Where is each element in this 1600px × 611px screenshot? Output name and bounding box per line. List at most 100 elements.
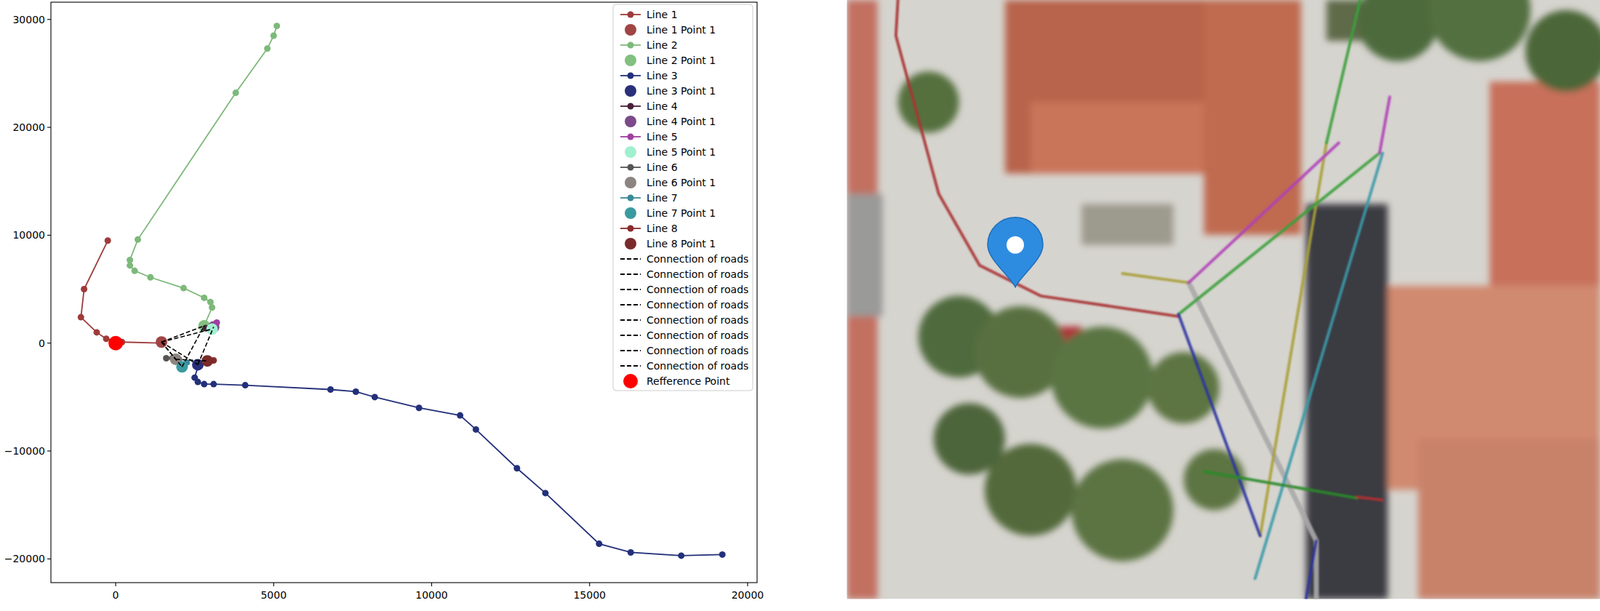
- legend-marker: [624, 115, 637, 128]
- series: [161, 328, 213, 342]
- x-tick-label: 20000: [731, 589, 765, 601]
- legend-handle: [620, 258, 641, 260]
- road-line: [194, 364, 723, 556]
- legend-marker: [624, 54, 637, 67]
- axes: 05000100001500020000−20000−1000001000020…: [4, 13, 765, 601]
- line-marker: [327, 386, 334, 393]
- map-block: [1030, 101, 1205, 174]
- legend-marker: [624, 207, 637, 219]
- line-marker: [270, 32, 278, 39]
- x-tick-label: 10000: [415, 589, 448, 601]
- line-marker: [180, 285, 187, 292]
- line-marker: [126, 261, 134, 269]
- x-tick-label: 0: [112, 589, 120, 601]
- connection-line: [161, 341, 176, 360]
- legend-marker: [623, 373, 638, 389]
- legend-handle: [620, 304, 641, 306]
- line-marker: [104, 237, 112, 244]
- legend-label: Line 5 Point 1: [646, 146, 716, 158]
- line-marker: [595, 540, 603, 547]
- legend-label: Line 7: [646, 192, 678, 204]
- line-marker: [194, 378, 202, 386]
- legend: Line 1Line 1 Point 1Line 2Line 2 Point 1…: [613, 4, 753, 391]
- legend-label: Line 8: [646, 222, 678, 235]
- y-tick: [47, 18, 51, 20]
- line-marker: [627, 549, 635, 556]
- line-marker: [242, 381, 249, 389]
- legend-handle: [620, 365, 641, 367]
- x-tick-label: 15000: [573, 589, 606, 601]
- connection-line: [161, 328, 213, 342]
- line-marker: [208, 304, 216, 311]
- legend-label: Line 4 Point 1: [646, 115, 716, 128]
- legend-label: Connection of roads: [646, 268, 749, 280]
- map-block: [1081, 204, 1174, 246]
- map-tree: [1525, 10, 1600, 92]
- series: [206, 322, 219, 335]
- series: [108, 336, 123, 351]
- x-tick: [115, 582, 117, 587]
- line-marker: [541, 489, 549, 496]
- legend-label: Line 1: [646, 8, 678, 21]
- y-tick: [47, 234, 51, 236]
- map-tree: [1183, 448, 1245, 510]
- series: [126, 22, 280, 329]
- x-tick: [431, 582, 432, 587]
- line-marker: [371, 393, 379, 400]
- line-marker: [416, 404, 423, 411]
- y-tick: [47, 127, 51, 128]
- line-marker: [264, 45, 271, 52]
- connection-line: [197, 326, 214, 365]
- map-block: [1489, 81, 1600, 286]
- legend-handle: [620, 349, 641, 352]
- map-block: [1204, 0, 1302, 235]
- legend-label: Line 7 Point 1: [646, 207, 716, 219]
- plot-background: [50, 2, 758, 583]
- legend-marker: [624, 24, 637, 36]
- x-tick: [273, 582, 275, 587]
- legend-marker: [627, 225, 635, 232]
- map-road: [1357, 496, 1383, 500]
- map-tree: [933, 402, 1006, 475]
- legend-marker: [624, 237, 637, 250]
- map-tree: [1147, 352, 1219, 424]
- series: [161, 325, 205, 342]
- legend-label: Line 4: [646, 100, 678, 112]
- legend-handle: [620, 288, 641, 291]
- series: [176, 359, 208, 361]
- map-road: [1326, 0, 1360, 143]
- legend-label: Line 3 Point 1: [646, 85, 716, 97]
- series: [191, 361, 726, 560]
- map-scene: [846, 0, 1600, 600]
- legend-label: Connection of roads: [646, 329, 749, 342]
- map-road: [1306, 541, 1317, 600]
- line-marker: [200, 381, 208, 388]
- y-tick: [47, 342, 51, 344]
- map-road: [1122, 273, 1189, 283]
- legend-marker: [624, 176, 637, 189]
- legend-handle: [620, 319, 641, 321]
- line-marker: [232, 89, 240, 96]
- legend-label: Line 6: [646, 161, 678, 174]
- road-line: [130, 26, 278, 326]
- legend-label: Line 8 Point 1: [646, 237, 716, 250]
- point-marker: [206, 322, 219, 335]
- legend-marker: [627, 164, 635, 171]
- line-marker: [93, 328, 100, 336]
- line-marker: [200, 294, 208, 302]
- map-ground: [846, 0, 1600, 600]
- series: [161, 341, 176, 360]
- legend-label: Line 6 Point 1: [646, 176, 716, 189]
- line-marker: [134, 236, 142, 243]
- line-marker: [77, 314, 85, 321]
- line-marker: [719, 551, 726, 558]
- pin-body: [987, 217, 1043, 288]
- legend-marker: [627, 11, 635, 19]
- map-road: [1178, 314, 1260, 536]
- y-tick: [47, 558, 51, 560]
- map-roads: [896, 0, 1390, 600]
- line-marker: [513, 464, 520, 472]
- y-tick-label: 30000: [12, 13, 46, 26]
- x-tick: [746, 582, 748, 587]
- series: [181, 325, 204, 367]
